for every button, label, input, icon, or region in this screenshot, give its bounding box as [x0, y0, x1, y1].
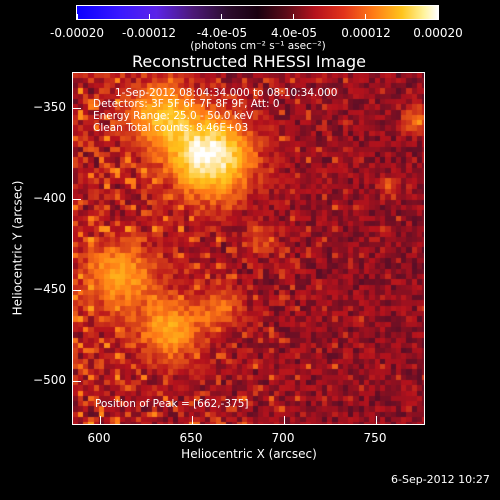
colorbar-unit-label: (photons cm⁻² s⁻¹ asec⁻²)	[190, 40, 326, 52]
peak-position-annotation: Position of Peak = [662,-375]	[95, 398, 249, 410]
y-tick-label: −400	[33, 191, 66, 205]
colorbar-tick-label: -0.00020	[50, 26, 104, 40]
x-axis-tick	[376, 416, 377, 424]
colorbar-tick	[365, 14, 366, 19]
y-axis-tick	[73, 108, 81, 109]
y-axis-tick	[73, 290, 81, 291]
colorbar-tick-label: -4.0e-05	[196, 26, 248, 40]
x-axis-tick	[284, 416, 285, 424]
x-axis-label: Heliocentric X (arcsec)	[181, 447, 317, 461]
time-range-annotation: 1-Sep-2012 08:04:34.000 to 08:10:34.000	[115, 87, 338, 99]
colorbar-tick	[77, 14, 78, 19]
footer-timestamp: 6-Sep-2012 10:27	[391, 473, 490, 486]
x-tick-label: 700	[271, 431, 295, 445]
detectors-annotation: Detectors: 3F 5F 6F 7F 8F 9F, Att: 0	[93, 98, 280, 110]
colorbar-tick-label: 0.00012	[341, 26, 391, 40]
x-axis-tick	[100, 416, 101, 424]
y-axis-tick	[73, 199, 81, 200]
y-tick-label: −450	[33, 282, 66, 296]
y-axis-tick	[73, 381, 81, 382]
heatmap-image	[73, 73, 424, 424]
x-tick-label: 650	[179, 431, 203, 445]
x-tick-label: 600	[87, 431, 111, 445]
y-tick-label: −500	[33, 373, 66, 387]
colorbar-tick	[221, 14, 222, 19]
energy-range-annotation: Energy Range: 25.0 - 50.0 keV	[93, 110, 254, 122]
plot-area: 1-Sep-2012 08:04:34.000 to 08:10:34.000 …	[72, 72, 425, 425]
x-axis-tick	[192, 416, 193, 424]
colorbar-tick	[149, 14, 150, 19]
x-tick-label: 750	[363, 431, 387, 445]
y-tick-label: −350	[33, 100, 66, 114]
colorbar-tick-label: -0.00012	[122, 26, 176, 40]
colorbar-gradient	[76, 5, 439, 20]
colorbar-tick-label: 0.00020	[413, 26, 463, 40]
clean-annotation: Clean Total counts: 8.46E+03	[93, 122, 249, 134]
colorbar-tick	[437, 14, 438, 19]
chart-title: Reconstructed RHESSI Image	[132, 52, 366, 71]
colorbar-tick	[293, 14, 294, 19]
colorbar-tick-label: 4.0e-05	[270, 26, 318, 40]
y-axis-label: Heliocentric Y (arcsec)	[10, 180, 25, 316]
